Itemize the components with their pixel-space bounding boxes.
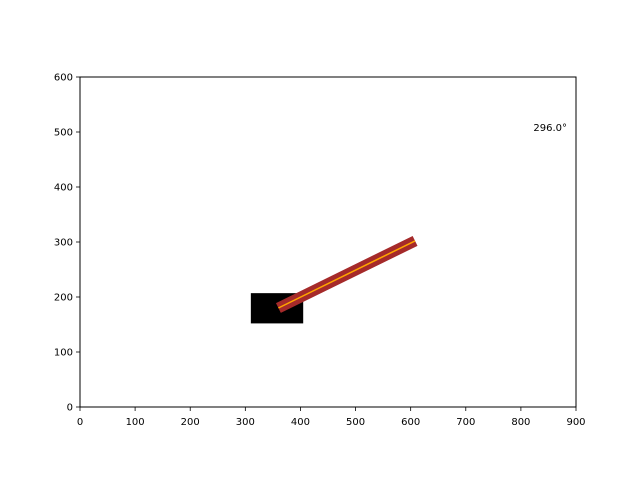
plot-area [250, 235, 418, 324]
y-tick-label: 200 [54, 293, 73, 304]
y-tick-label: 500 [54, 128, 73, 139]
x-tick-label: 600 [401, 417, 420, 428]
y-tick-label: 0 [67, 403, 73, 414]
x-tick-label: 800 [511, 417, 530, 428]
x-tick-label: 700 [456, 417, 475, 428]
x-tick-label: 0 [77, 417, 83, 428]
x-tick-label: 100 [126, 417, 145, 428]
y-tick-label: 300 [54, 238, 73, 249]
y-tick-label: 600 [54, 73, 73, 84]
x-tick-label: 400 [291, 417, 310, 428]
angle-readout: 296.0° [533, 123, 567, 134]
x-tick-label: 200 [181, 417, 200, 428]
y-axis: 0 100 200 300 400 500 600 [54, 73, 80, 414]
x-axis: 0 100 200 300 400 500 600 700 800 900 [77, 407, 586, 428]
y-tick-label: 100 [54, 348, 73, 359]
x-tick-label: 300 [236, 417, 255, 428]
x-tick-label: 500 [346, 417, 365, 428]
arm-centerline [278, 240, 416, 309]
y-tick-label: 400 [54, 183, 73, 194]
x-tick-label: 900 [566, 417, 585, 428]
